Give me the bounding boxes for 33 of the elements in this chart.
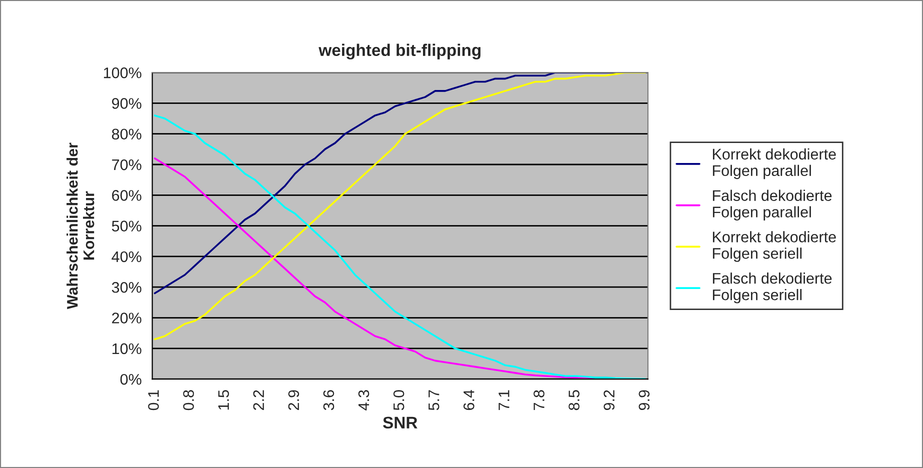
x-tick-label: 9.9 (638, 390, 650, 410)
y-tick-label: 80% (112, 128, 142, 140)
x-tick-label: 0.8 (183, 390, 194, 410)
x-tick-label: 7.8 (534, 390, 544, 410)
legend-label: Korrekt dekodierte Folgen parallel (712, 148, 836, 180)
x-tick-label: 3.6 (323, 390, 334, 410)
x-tick-label: 8.5 (568, 390, 580, 410)
x-tick-label: 4.3 (358, 390, 370, 410)
x-axis-title: SNR (383, 416, 418, 429)
x-tick-label: 5.7 (428, 390, 440, 410)
y-tick-label: 40% (112, 251, 142, 262)
x-tick-label: 6.4 (463, 390, 474, 410)
y-tick-label: 90% (112, 98, 142, 109)
y-tick-label: 70% (112, 159, 142, 170)
y-tick-label: 60% (112, 190, 142, 201)
x-tick-label: 2.9 (288, 390, 300, 410)
legend-label: Falsch dekodierte Folgen seriell (712, 272, 832, 304)
x-tick-label: 5.0 (393, 390, 404, 410)
y-tick-label: 10% (112, 343, 142, 354)
y-tick-label: 30% (112, 282, 142, 293)
x-tick-label: 2.2 (253, 390, 264, 410)
y-tick-label: 0% (120, 374, 142, 385)
y-axis-title: Wahrscheinlichkeit der Korrektur (66, 142, 94, 310)
y-tick-label: 50% (112, 220, 142, 232)
legend-label: Korrekt dekodierte Folgen seriell (712, 231, 836, 262)
legend-label: Falsch dekodierte Folgen parallel (712, 190, 832, 220)
x-tick-label: 9.2 (604, 390, 614, 410)
x-tick-label: 0.1 (148, 390, 159, 410)
chart-title: weighted bit-flipping (318, 44, 480, 60)
y-tick-label: 100% (104, 67, 142, 78)
y-tick-label: 20% (112, 312, 142, 324)
x-tick-label: 7.1 (498, 390, 510, 410)
x-tick-label: 1.5 (218, 390, 229, 410)
